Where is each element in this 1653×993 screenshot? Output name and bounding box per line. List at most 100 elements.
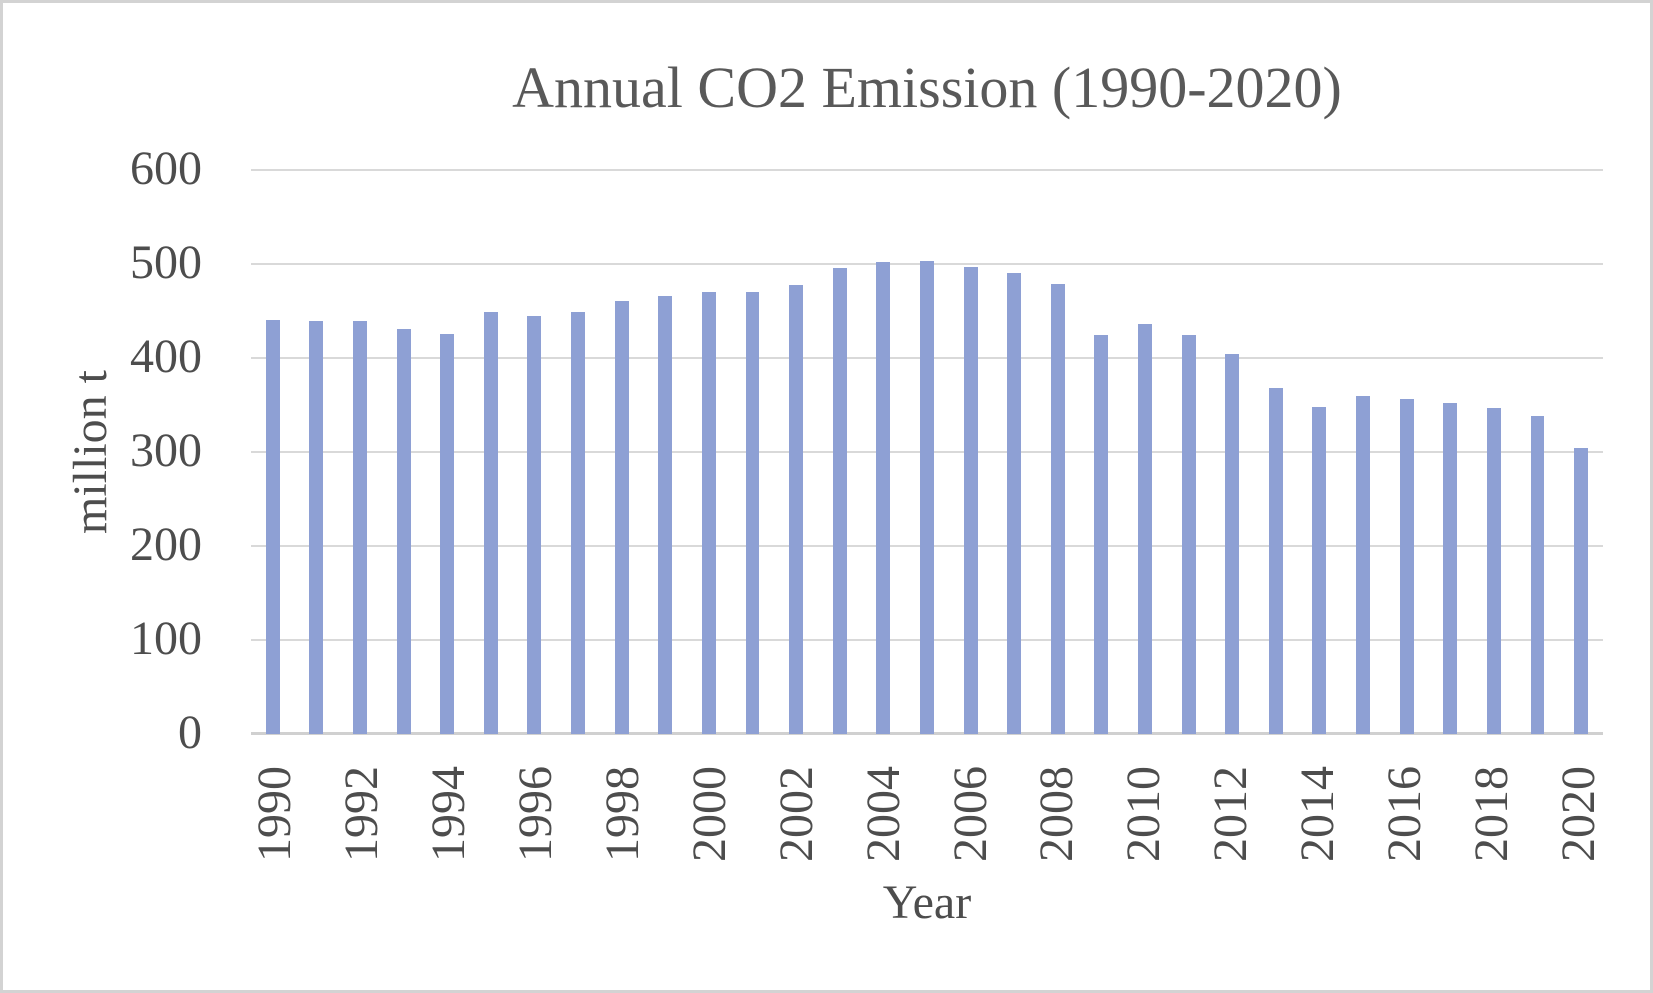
bar-slot-2014 — [1298, 170, 1342, 734]
x-tick-slot-1998: 1998 — [595, 766, 649, 876]
x-tick-slot-2017 — [1429, 766, 1468, 876]
x-tick-2000: 2000 — [682, 766, 736, 862]
bar-slot-1993 — [382, 170, 426, 734]
x-tick-2004: 2004 — [856, 766, 910, 862]
bar-1999 — [658, 295, 673, 734]
bar-1994 — [440, 333, 455, 734]
x-tick-slot-2015 — [1342, 766, 1381, 876]
bar-2009 — [1094, 334, 1109, 734]
x-axis-title: Year — [882, 876, 972, 929]
bar-2018 — [1486, 407, 1501, 734]
bar-2004 — [876, 262, 891, 734]
x-tick-2010: 2010 — [1117, 766, 1171, 862]
bar-slot-2019 — [1516, 170, 1560, 734]
x-tick-2002: 2002 — [769, 766, 823, 862]
bar-2017 — [1443, 403, 1458, 734]
bar-slot-2010 — [1123, 170, 1167, 734]
bar-2020 — [1574, 448, 1589, 734]
x-tick-slot-1992: 1992 — [335, 766, 388, 876]
x-tick-2006: 2006 — [943, 766, 997, 862]
bar-slot-2016 — [1385, 170, 1429, 734]
x-tick-slot-1993 — [386, 766, 425, 876]
x-tick-slot-2000: 2000 — [682, 766, 736, 876]
bar-2007 — [1007, 273, 1022, 734]
bar-1991 — [309, 321, 324, 734]
x-tick-slot-1999 — [647, 766, 686, 876]
x-tick-slot-2003 — [821, 766, 860, 876]
x-tick-slot-2010: 2010 — [1117, 766, 1171, 876]
x-tick-slot-2008: 2008 — [1030, 766, 1084, 876]
y-tick-100: 100 — [130, 612, 202, 666]
bar-slot-2002 — [774, 170, 818, 734]
bar-1990 — [265, 320, 280, 734]
bar-2001 — [745, 292, 760, 734]
bar-slot-1994 — [425, 170, 469, 734]
x-tick-2016: 2016 — [1378, 766, 1432, 862]
bar-slot-2020 — [1559, 170, 1603, 734]
x-tick-slot-2020: 2020 — [1552, 766, 1606, 876]
x-tick-2020: 2020 — [1552, 766, 1606, 862]
x-tick-slot-2009 — [1081, 766, 1120, 876]
x-tick-slot-2019 — [1516, 766, 1555, 876]
x-tick-1998: 1998 — [595, 766, 649, 862]
bar-2012 — [1225, 354, 1240, 734]
x-tick-slot-2016: 2016 — [1378, 766, 1432, 876]
x-tick-slot-2006: 2006 — [943, 766, 997, 876]
x-tick-slot-2007 — [995, 766, 1034, 876]
bar-2002 — [789, 284, 804, 734]
bar-slot-1990 — [251, 170, 295, 734]
gridline-600 — [251, 169, 1603, 171]
bar-2000 — [701, 292, 716, 734]
x-tick-slot-2018: 2018 — [1465, 766, 1519, 876]
bar-slot-1996 — [513, 170, 557, 734]
x-tick-slot-2005 — [908, 766, 947, 876]
plot-area — [251, 169, 1603, 735]
bar-2014 — [1312, 406, 1327, 734]
x-axis-tick-labels: 1990 1992 1994 1996 1998 2000 2002 2004 2006 2008… — [248, 766, 1606, 876]
bar-slot-2004 — [862, 170, 906, 734]
bar-2008 — [1050, 283, 1065, 734]
bar-1997 — [571, 311, 586, 734]
bar-slot-2011 — [1167, 170, 1211, 734]
x-tick-1994: 1994 — [421, 766, 475, 862]
bar-1996 — [527, 315, 542, 734]
x-tick-slot-2004: 2004 — [856, 766, 910, 876]
y-tick-400: 400 — [130, 330, 202, 384]
bar-2003 — [832, 267, 847, 734]
y-tick-600: 600 — [130, 142, 202, 196]
bar-slot-2003 — [818, 170, 862, 734]
x-tick-slot-1994: 1994 — [421, 766, 475, 876]
x-tick-2008: 2008 — [1030, 766, 1084, 862]
bars-container — [251, 170, 1603, 734]
bar-slot-2015 — [1341, 170, 1385, 734]
bar-slot-2017 — [1428, 170, 1472, 734]
bar-2011 — [1181, 335, 1196, 734]
x-tick-1990: 1990 — [248, 766, 301, 862]
bar-1993 — [396, 328, 411, 734]
bar-2013 — [1268, 388, 1283, 734]
bar-2010 — [1138, 324, 1152, 734]
x-tick-slot-2013 — [1255, 766, 1294, 876]
bar-slot-2001 — [731, 170, 775, 734]
bar-2016 — [1399, 399, 1414, 734]
x-tick-slot-1996: 1996 — [509, 766, 562, 876]
x-tick-slot-1990: 1990 — [248, 766, 301, 876]
bar-2015 — [1356, 395, 1371, 734]
bar-slot-1998 — [600, 170, 644, 734]
y-axis-title: million t — [64, 369, 117, 535]
x-tick-2018: 2018 — [1465, 766, 1519, 862]
x-tick-slot-1995 — [473, 766, 512, 876]
bar-slot-1997 — [556, 170, 600, 734]
bar-slot-2006 — [949, 170, 993, 734]
chart-title: Annual CO2 Emission (1990-2020) — [512, 55, 1342, 120]
x-tick-slot-2002: 2002 — [769, 766, 823, 876]
x-tick-slot-2014: 2014 — [1291, 766, 1345, 876]
bar-2019 — [1530, 416, 1545, 734]
x-tick-2014: 2014 — [1291, 766, 1345, 862]
bar-slot-1991 — [295, 170, 339, 734]
bar-slot-1999 — [643, 170, 687, 734]
y-tick-500: 500 — [130, 236, 202, 290]
y-tick-0: 0 — [178, 706, 202, 760]
bar-slot-2005 — [905, 170, 949, 734]
